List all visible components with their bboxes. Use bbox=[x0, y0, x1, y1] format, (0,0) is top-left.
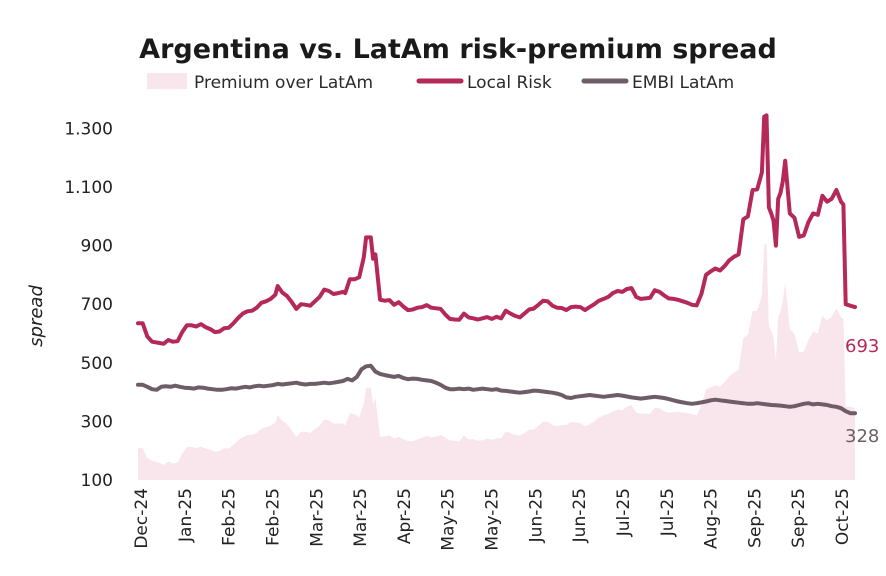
x-tick-label: Jul-25 bbox=[614, 488, 634, 537]
x-tick-label: Dec-24 bbox=[132, 488, 152, 549]
x-tick-labels: Dec-24 Jan-25 Feb-25 Feb-25 Mar-25 Mar-25 Apr-… bbox=[132, 488, 853, 551]
premium-area bbox=[138, 243, 855, 480]
chart-title: Argentina vs. LatAm risk-premium spread bbox=[139, 34, 777, 65]
x-tick-label: Oct-25 bbox=[833, 488, 853, 545]
x-tick-label: Apr-25 bbox=[395, 488, 415, 544]
y-tick-label: 1.300 bbox=[64, 119, 113, 139]
x-tick-label: Feb-25 bbox=[263, 488, 283, 546]
y-tick-label: 900 bbox=[81, 237, 113, 257]
end-labels: 693 328 bbox=[845, 336, 879, 447]
x-tick-label: Sep-25 bbox=[745, 488, 765, 548]
x-tick-label: Aug-25 bbox=[702, 488, 722, 549]
x-tick-label: Jun-25 bbox=[570, 488, 590, 543]
x-tick-label: Jun-25 bbox=[526, 488, 546, 543]
y-tick-label: 300 bbox=[81, 412, 113, 432]
x-tick-label: May-25 bbox=[439, 488, 459, 551]
x-tick-label: Jul-25 bbox=[658, 488, 678, 537]
legend: Premium over LatAm Local Risk EMBI LatAm bbox=[147, 73, 734, 93]
x-tick-label: Sep-25 bbox=[789, 488, 809, 548]
x-tick-label: Jan-25 bbox=[176, 488, 196, 543]
y-axis-label: spread bbox=[26, 285, 47, 347]
legend-swatch-premium bbox=[147, 73, 187, 89]
legend-label-premium: Premium over LatAm bbox=[194, 73, 373, 93]
series-lines bbox=[136, 113, 857, 416]
end-label-local: 693 bbox=[845, 336, 879, 357]
y-tick-label: 1.100 bbox=[64, 178, 113, 198]
y-tick-label: 700 bbox=[81, 295, 113, 315]
y-tick-label: 100 bbox=[81, 471, 113, 491]
x-tick-label: Feb-25 bbox=[220, 488, 240, 546]
x-tick-label: Mar-25 bbox=[307, 488, 327, 547]
legend-label-local: Local Risk bbox=[467, 73, 552, 93]
y-tick-labels: 100 300 500 700 900 1.100 1.300 bbox=[64, 119, 113, 491]
premium-area-layer bbox=[138, 243, 855, 480]
series-line-local bbox=[136, 113, 857, 346]
y-tick-label: 500 bbox=[81, 354, 113, 374]
series-line-embi bbox=[136, 363, 857, 416]
x-tick-label: May-25 bbox=[483, 488, 503, 551]
x-tick-label: Mar-25 bbox=[351, 488, 371, 547]
legend-label-embi: EMBI LatAm bbox=[632, 73, 734, 93]
end-label-embi: 328 bbox=[845, 426, 879, 447]
